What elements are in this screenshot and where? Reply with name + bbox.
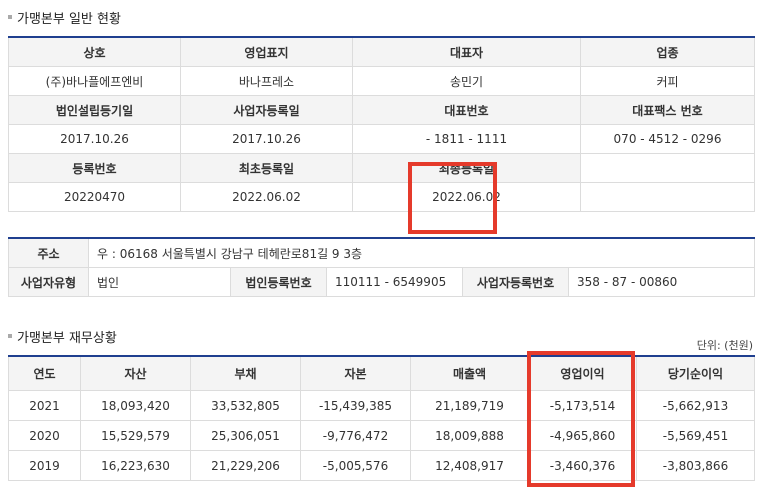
cell-year: 2020 <box>8 420 81 451</box>
header-biz-date: 사업자등록일 <box>180 95 353 125</box>
header-first-reg: 최초등록일 <box>180 153 353 183</box>
address-value: 우 : 06168 서울특별시 강남구 테헤란로81길 9 3층 <box>88 237 755 268</box>
cell-equity: -15,439,385 <box>300 390 411 421</box>
biz-reg-label: 사업자등록번호 <box>462 267 569 297</box>
header-operating-profit: 영업이익 <box>528 355 637 391</box>
header-phone: 대표번호 <box>352 95 581 125</box>
cell-revenue: 18,009,888 <box>410 420 529 451</box>
cell-operating-profit: -3,460,376 <box>528 450 637 481</box>
finance-header-row: 연도 자산 부채 자본 매출액 영업이익 당기순이익 <box>8 355 755 391</box>
value-company-name: (주)바나플에프엔비 <box>8 66 181 96</box>
header-fax: 대표팩스 번호 <box>580 95 755 125</box>
value-fax: 070 - 4512 - 0296 <box>580 124 755 154</box>
value-first-reg: 2022.06.02 <box>180 182 353 212</box>
cell-liabilities: 21,229,206 <box>190 450 301 481</box>
cell-net-income: -3,803,866 <box>636 450 755 481</box>
cell-revenue: 12,408,917 <box>410 450 529 481</box>
cell-liabilities: 25,306,051 <box>190 420 301 451</box>
bullet-icon <box>8 333 12 338</box>
header-year: 연도 <box>8 355 81 391</box>
header-brand: 영업표지 <box>180 36 353 67</box>
biz-type-label: 사업자유형 <box>8 267 89 297</box>
cell-equity: -9,776,472 <box>300 420 411 451</box>
value-industry: 커피 <box>580 66 755 96</box>
value-last-reg: 2022.06.02 <box>352 182 581 212</box>
general-info-table: 상호 영업표지 대표자 업종 (주)바나플에프엔비 바나프레소 송민기 커피 법… <box>8 36 755 212</box>
header-industry: 업종 <box>580 36 755 67</box>
finance-row: 2019 16,223,630 21,229,206 -5,005,576 12… <box>8 450 755 481</box>
finance-row: 2020 15,529,579 25,306,051 -9,776,472 18… <box>8 420 755 451</box>
address-label: 주소 <box>8 237 89 268</box>
header-revenue: 매출액 <box>410 355 529 391</box>
value-biz-date: 2017.10.26 <box>180 124 353 154</box>
header-reg-no: 등록번호 <box>8 153 181 183</box>
cell-assets: 16,223,630 <box>80 450 191 481</box>
address-row: 주소 우 : 06168 서울특별시 강남구 테헤란로81길 9 3층 <box>8 237 755 268</box>
header-assets: 자산 <box>80 355 191 391</box>
header-ceo: 대표자 <box>352 36 581 67</box>
header-company-name: 상호 <box>8 36 181 67</box>
general-header-row-2: 법인설립등기일 사업자등록일 대표번호 대표팩스 번호 <box>8 95 755 125</box>
cell-equity: -5,005,576 <box>300 450 411 481</box>
bullet-icon <box>8 14 12 19</box>
general-value-row-1: (주)바나플에프엔비 바나프레소 송민기 커피 <box>8 66 755 96</box>
header-equity: 자본 <box>300 355 411 391</box>
section-finance-title-text: 가맹본부 재무상황 <box>17 331 117 346</box>
value-ceo: 송민기 <box>352 66 581 96</box>
address-table: 주소 우 : 06168 서울특별시 강남구 테헤란로81길 9 3층 사업자유… <box>8 237 755 297</box>
cell-net-income: -5,662,913 <box>636 390 755 421</box>
value-empty <box>580 182 755 212</box>
general-header-row-1: 상호 영업표지 대표자 업종 <box>8 36 755 67</box>
corp-reg-value: 110111 - 6549905 <box>326 267 463 297</box>
cell-liabilities: 33,532,805 <box>190 390 301 421</box>
general-value-row-2: 2017.10.26 2017.10.26 - 1811 - 1111 070 … <box>8 124 755 154</box>
cell-assets: 18,093,420 <box>80 390 191 421</box>
cell-operating-profit: -5,173,514 <box>528 390 637 421</box>
header-empty <box>580 153 755 183</box>
cell-revenue: 21,189,719 <box>410 390 529 421</box>
value-reg-no: 20220470 <box>8 182 181 212</box>
cell-year: 2019 <box>8 450 81 481</box>
finance-table: 연도 자산 부채 자본 매출액 영업이익 당기순이익 2021 18,093,4… <box>8 355 755 481</box>
section-general-title-text: 가맹본부 일반 현황 <box>17 12 121 27</box>
section-finance-title: 가맹본부 재무상황 <box>8 327 117 346</box>
header-liabilities: 부채 <box>190 355 301 391</box>
header-net-income: 당기순이익 <box>636 355 755 391</box>
header-last-reg: 최종등록일 <box>352 153 581 183</box>
unit-label: 단위: (천원) <box>696 339 753 352</box>
general-header-row-3: 등록번호 최초등록일 최종등록일 <box>8 153 755 183</box>
general-value-row-3: 20220470 2022.06.02 2022.06.02 <box>8 182 755 212</box>
cell-net-income: -5,569,451 <box>636 420 755 451</box>
biz-info-row: 사업자유형 법인 법인등록번호 110111 - 6549905 사업자등록번호… <box>8 267 755 297</box>
cell-year: 2021 <box>8 390 81 421</box>
header-corp-date: 법인설립등기일 <box>8 95 181 125</box>
finance-row: 2021 18,093,420 33,532,805 -15,439,385 2… <box>8 390 755 421</box>
corp-reg-label: 법인등록번호 <box>230 267 327 297</box>
value-phone: - 1811 - 1111 <box>352 124 581 154</box>
section-general-title: 가맹본부 일반 현황 <box>8 8 121 27</box>
value-corp-date: 2017.10.26 <box>8 124 181 154</box>
biz-type-value: 법인 <box>88 267 231 297</box>
cell-operating-profit: -4,965,860 <box>528 420 637 451</box>
cell-assets: 15,529,579 <box>80 420 191 451</box>
value-brand: 바나프레소 <box>180 66 353 96</box>
biz-reg-value: 358 - 87 - 00860 <box>568 267 755 297</box>
